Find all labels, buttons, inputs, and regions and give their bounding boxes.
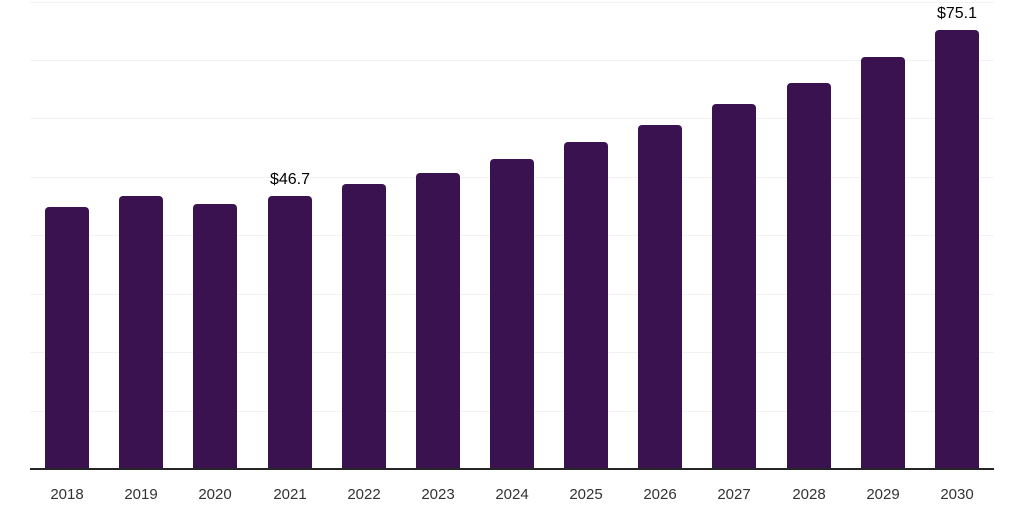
bar (268, 196, 312, 469)
bar (416, 173, 460, 469)
bar (119, 196, 163, 469)
bar (935, 30, 979, 469)
bar-value-label: $46.7 (269, 171, 311, 188)
bar (861, 57, 905, 469)
x-tick-label: 2029 (866, 486, 900, 503)
bar (490, 159, 534, 469)
x-tick-label: 2019 (124, 486, 158, 503)
x-tick-label: 2018 (50, 486, 84, 503)
bar (787, 83, 831, 469)
bar (193, 204, 237, 469)
bar (342, 184, 386, 469)
bar (638, 125, 682, 469)
x-tick-label: 2027 (717, 486, 751, 503)
x-tick-label: 2023 (421, 486, 455, 503)
gridline (30, 118, 994, 119)
bar (564, 142, 608, 469)
x-tick-label: 2020 (198, 486, 232, 503)
x-axis-line (30, 468, 994, 470)
x-tick-label: 2026 (643, 486, 677, 503)
x-tick-label: 2021 (273, 486, 307, 503)
bar-value-label: $75.1 (936, 5, 978, 22)
gridline (30, 60, 994, 61)
x-tick-label: 2024 (495, 486, 529, 503)
gridline (30, 2, 994, 3)
x-tick-label: 2030 (940, 486, 974, 503)
x-tick-label: 2022 (347, 486, 381, 503)
bar (712, 104, 756, 469)
bar (45, 207, 89, 469)
x-tick-label: 2028 (792, 486, 826, 503)
x-tick-label: 2025 (569, 486, 603, 503)
